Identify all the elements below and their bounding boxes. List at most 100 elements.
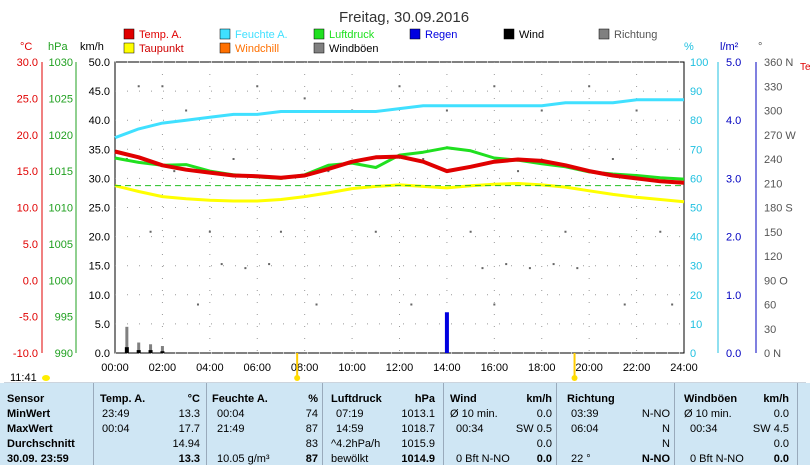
pressure-column: Luftdruck hPa 07:19 1013.1 14:59 1018.7 ^4.…	[322, 383, 441, 465]
direction-point	[588, 85, 591, 88]
press-trend: ^4.2hPa/h	[331, 438, 381, 450]
sun-markers: 11:41	[4, 353, 806, 383]
unit-humidity: %	[308, 393, 318, 405]
series-line-taupunkt	[114, 182, 685, 204]
dir-max-time: 06:04	[571, 423, 599, 435]
sensor-column: Sensor MinWert MaxWert Durchschnitt 30.0…	[0, 383, 98, 465]
humidity-tick-label: 80	[690, 115, 702, 127]
gust-bar	[125, 326, 129, 353]
temp-min-value: 13.3	[178, 408, 200, 420]
direction-marks	[125, 85, 674, 306]
legend-swatch	[219, 28, 231, 40]
direction-tick-label: 240	[764, 154, 782, 166]
wind-bar	[124, 347, 129, 353]
statistics-table: Sensor MinWert MaxWert Durchschnitt 30.0…	[0, 383, 810, 465]
legend-label: Regen	[425, 29, 457, 41]
wind-min-value: 0.0	[536, 408, 552, 420]
legend-label: Feuchte A.	[235, 29, 288, 41]
direction-tick-label: 360 N	[764, 57, 793, 69]
hum-current-value: 87	[305, 453, 318, 465]
press-current-value: 1014.9	[401, 453, 435, 465]
press-forecast: bewölkt	[331, 453, 369, 465]
direction-point	[481, 267, 484, 270]
temp-tick-label: -5.0	[19, 312, 38, 324]
row-current-label: 30.09. 23:59	[7, 453, 69, 465]
header-gust: Windböen	[684, 393, 738, 405]
temp-tick-label: 25.0	[17, 93, 38, 105]
direction-point	[185, 109, 188, 112]
direction-point	[398, 85, 401, 88]
legend-label: Temp. A.	[139, 29, 182, 41]
direction-point	[196, 303, 199, 306]
wind-tick-label: 30.0	[89, 173, 110, 185]
direction-point	[244, 267, 247, 270]
temp-avg-value: 14.94	[172, 438, 200, 450]
header-direction: Richtung	[567, 393, 615, 405]
direction-point	[671, 303, 674, 306]
pressure-tick-label: 1020	[49, 130, 73, 142]
humidity-tick-label: 0	[690, 348, 696, 360]
x-tick-label: 22:00	[623, 362, 651, 374]
direction-point	[208, 230, 211, 233]
humidity-tick-label: 30	[690, 261, 702, 273]
x-tick-label: 18:00	[528, 362, 556, 374]
gust-column: Windböen km/h Ø 10 min. 0.0 00:34 SW 4.5 0.…	[674, 383, 797, 465]
hum-absolute: 10.05 g/m³	[217, 453, 270, 465]
x-tick-label: 06:00	[243, 362, 271, 374]
wind-max-time: 00:34	[456, 423, 484, 435]
press-min-value: 1013.1	[401, 408, 435, 420]
unit-rain-axis: l/m²	[720, 41, 739, 53]
direction-point	[635, 109, 638, 112]
gust-avg-value: 0.0	[773, 438, 789, 450]
dir-max-value: N	[662, 423, 670, 435]
direction-point	[517, 170, 520, 173]
legend-swatch	[219, 42, 231, 54]
direction-point	[576, 267, 579, 270]
direction-point	[268, 263, 271, 266]
x-tick-label: 20:00	[575, 362, 603, 374]
unit-pressure-axis: hPa	[48, 41, 68, 53]
legend-swatch	[503, 28, 515, 40]
direction-tick-label: 60	[764, 300, 776, 312]
legend-label: Windböen	[329, 43, 379, 55]
legend-label: Taupunkt	[139, 43, 184, 55]
table-edge	[797, 383, 810, 465]
x-tick-label: 10:00	[338, 362, 366, 374]
header-temp: Temp. A.	[100, 393, 146, 405]
direction-point	[410, 303, 413, 306]
legend-label: Wind	[519, 29, 544, 41]
temp-min-time: 23:49	[102, 408, 130, 420]
series-lines	[114, 98, 685, 204]
side-marker: Te	[800, 62, 810, 73]
wind-tick-label: 5.0	[95, 319, 110, 331]
wind-tick-label: 40.0	[89, 115, 110, 127]
temp-tick-label: -10.0	[13, 348, 38, 360]
x-tick-label: 00:00	[101, 362, 129, 374]
direction-tick-label: 0 N	[764, 348, 781, 360]
press-avg-value: 1015.9	[401, 438, 435, 450]
gust-max-value: SW 4.5	[752, 423, 789, 435]
wind-max-value: SW 0.5	[515, 423, 552, 435]
direction-point	[220, 263, 223, 266]
series-line-temp-a-	[114, 149, 685, 185]
direction-tick-label: 270 W	[764, 130, 796, 142]
unit-wind-axis: km/h	[80, 41, 104, 53]
wind-avg-value: 0.0	[536, 438, 552, 450]
press-max-value: 1018.7	[401, 423, 435, 435]
legend-swatch	[123, 28, 135, 40]
direction-tick-label: 210	[764, 178, 782, 190]
direction-point	[469, 230, 472, 233]
x-tick-label: 24:00	[670, 362, 698, 374]
unit-temp: °C	[187, 393, 200, 405]
direction-point	[315, 303, 318, 306]
wind-bar	[136, 350, 141, 353]
pressure-tick-label: 995	[55, 312, 73, 324]
wind-rain-bars	[124, 312, 449, 353]
direction-point	[303, 97, 306, 100]
legend-swatch	[409, 28, 421, 40]
sunrise-icon	[294, 375, 301, 381]
temp-current-value: 13.3	[178, 453, 200, 465]
moonrise-label: 11:41	[10, 372, 37, 383]
temp-tick-label: 15.0	[17, 166, 38, 178]
direction-point	[149, 230, 152, 233]
